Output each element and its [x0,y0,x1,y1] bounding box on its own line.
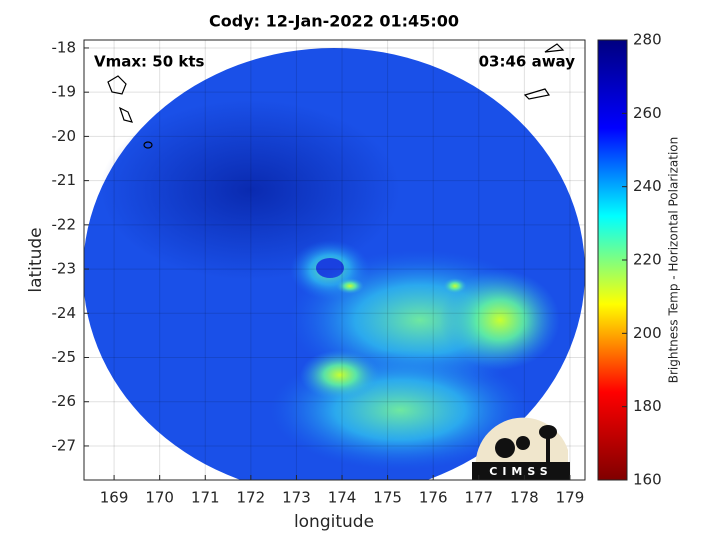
warm-area [443,278,467,294]
x-tick-label: 173 [282,489,311,507]
x-tick-label: 169 [100,489,129,507]
warm-area [300,350,380,400]
y-tick-label: -24 [52,304,77,322]
colorbar-tick-label: 220 [633,251,662,269]
y-tick-label: -21 [52,171,77,189]
x-tick-label: 178 [510,489,539,507]
y-tick-label: -27 [52,436,77,454]
axes-frame [83,39,586,481]
colorbar-tick-label: 240 [633,177,662,195]
x-axis-label: longitude [294,512,374,532]
logo: CIMSS [472,417,570,480]
x-tick-label: 171 [191,489,220,507]
y-tick-label: -19 [52,83,77,101]
warm-area [440,270,560,370]
grid [84,40,585,480]
x-tick-label: 174 [328,489,357,507]
y-tick-label: -23 [52,260,77,278]
chart-title: Cody: 12-Jan-2022 01:45:00 [209,12,459,31]
x-tick-label: 172 [237,489,266,507]
y-axis-label: latitude [26,227,46,292]
logo-text: CIMSS [489,465,552,478]
x-tick-label: 170 [145,489,174,507]
x-tick-label: 179 [556,489,585,507]
colorbar-tick-label: 260 [633,104,662,122]
y-tick-label: -22 [52,215,77,233]
x-tick-label: 177 [464,489,493,507]
colorbar-label: Brightness Temp - Horizontal Polarizatio… [667,137,681,384]
coastline [107,43,565,149]
y-tick-label: -25 [52,348,77,366]
y-tick-label: -18 [52,38,77,56]
annotation: 03:46 away [479,53,576,71]
annotation: Vmax: 50 kts [94,53,204,71]
y-tick-label: -26 [52,392,77,410]
warm-area [336,278,364,294]
cold-area [100,100,400,280]
imagery [84,43,585,480]
colorbar-tick-label: 160 [633,471,662,489]
colorbar-tick-label: 180 [633,397,662,415]
y-tick-label: -20 [52,127,77,145]
x-tick-label: 176 [419,489,448,507]
colorbar-tick-label: 200 [633,324,662,342]
colorbar-tick-label: 280 [633,31,662,49]
x-tick-label: 175 [373,489,402,507]
